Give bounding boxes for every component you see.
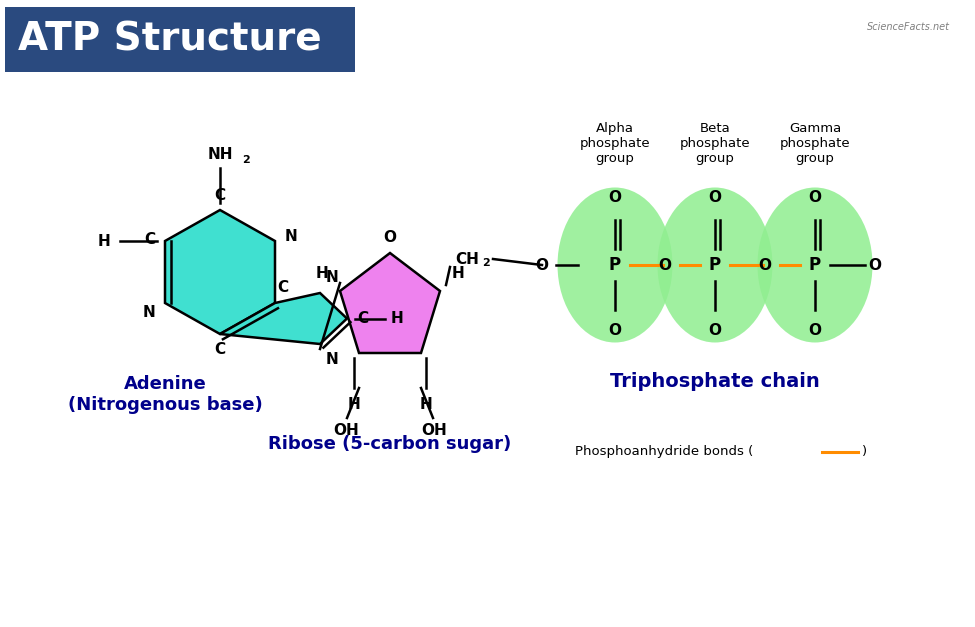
Text: H: H: [98, 233, 110, 248]
Text: ScienceFacts.net: ScienceFacts.net: [867, 22, 950, 32]
Text: Alpha
phosphate
group: Alpha phosphate group: [580, 122, 650, 165]
Text: O: O: [709, 190, 722, 205]
Text: H: H: [315, 266, 328, 281]
Text: NH: NH: [208, 147, 233, 162]
Text: C: C: [277, 280, 289, 295]
Text: OH: OH: [421, 423, 447, 438]
Text: H: H: [419, 397, 432, 412]
Text: O: O: [808, 190, 822, 205]
Polygon shape: [340, 253, 440, 353]
FancyBboxPatch shape: [5, 7, 355, 72]
Text: P: P: [609, 256, 621, 274]
Text: C: C: [214, 188, 225, 203]
Text: O: O: [709, 323, 722, 338]
Text: H: H: [348, 397, 361, 412]
Text: N: N: [326, 270, 338, 285]
Ellipse shape: [657, 187, 772, 342]
Text: C: C: [357, 311, 369, 326]
Text: P: P: [809, 256, 821, 274]
Text: O: O: [608, 190, 621, 205]
Text: O: O: [535, 258, 549, 273]
Text: Beta
phosphate
group: Beta phosphate group: [680, 122, 751, 165]
Polygon shape: [220, 293, 347, 344]
Ellipse shape: [758, 187, 873, 342]
Text: CH: CH: [455, 251, 479, 266]
Text: Phosphoanhydride bonds (: Phosphoanhydride bonds (: [575, 446, 754, 458]
Polygon shape: [165, 210, 275, 334]
Text: ): ): [862, 446, 867, 458]
Text: O: O: [658, 258, 672, 273]
Text: Adenine
(Nitrogenous base): Adenine (Nitrogenous base): [67, 375, 262, 414]
Text: N: N: [326, 352, 338, 367]
Text: H: H: [452, 266, 465, 281]
Text: N: N: [142, 305, 155, 320]
Text: H: H: [391, 311, 404, 326]
Text: C: C: [144, 231, 155, 246]
Text: O: O: [383, 230, 397, 245]
Text: 2: 2: [242, 155, 250, 165]
Text: Gamma
phosphate
group: Gamma phosphate group: [780, 122, 850, 165]
Ellipse shape: [558, 187, 673, 342]
Text: Triphosphate chain: Triphosphate chain: [610, 372, 820, 391]
Text: C: C: [214, 342, 225, 357]
Text: OH: OH: [333, 423, 359, 438]
Text: ATP Structure: ATP Structure: [18, 21, 322, 58]
Text: 2: 2: [482, 258, 489, 268]
Text: P: P: [709, 256, 722, 274]
Text: N: N: [285, 228, 297, 243]
Text: O: O: [759, 258, 771, 273]
Text: Ribose (5-carbon sugar): Ribose (5-carbon sugar): [268, 435, 512, 453]
Text: O: O: [869, 258, 881, 273]
Text: O: O: [808, 323, 822, 338]
Text: O: O: [608, 323, 621, 338]
